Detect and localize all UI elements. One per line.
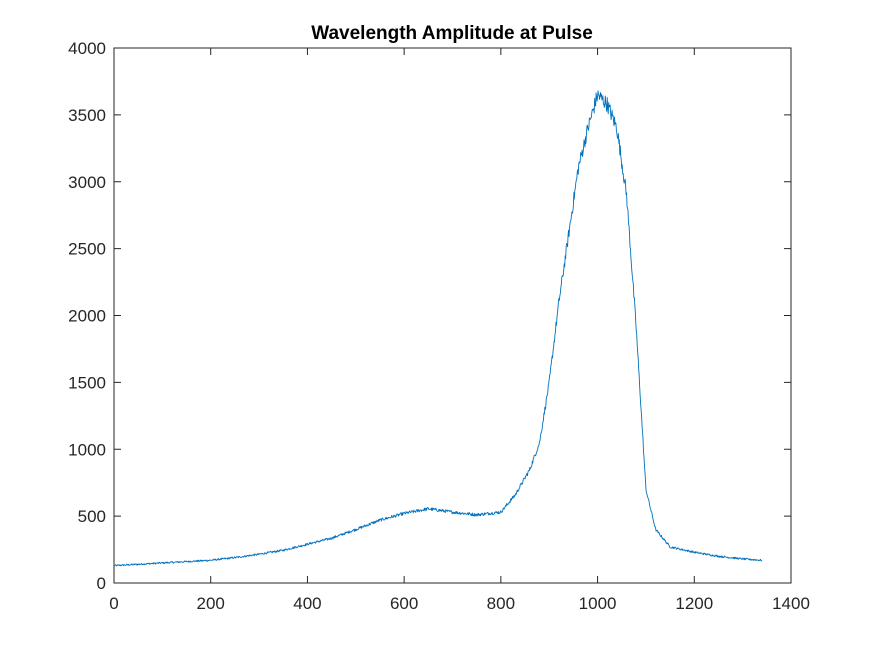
x-tick-label: 1400 — [772, 594, 810, 613]
y-tick-label: 2500 — [68, 240, 106, 259]
y-tick-label: 500 — [78, 507, 106, 526]
y-tick-label: 0 — [97, 574, 106, 593]
y-tick-label: 1000 — [68, 440, 106, 459]
chart-title: Wavelength Amplitude at Pulse — [311, 23, 593, 44]
axes-box — [113, 47, 792, 584]
x-tick-label: 1200 — [675, 594, 713, 613]
y-tick-label: 3500 — [68, 106, 106, 125]
y-tick-label: 4000 — [68, 39, 106, 58]
y-tick-label: 2000 — [68, 307, 106, 326]
x-tick-label: 800 — [487, 594, 515, 613]
plot-area: 0 200 400 600 800 1000 1200 1400 0 500 1000 1500 200… — [68, 39, 810, 613]
y-tick-label: 1500 — [68, 373, 106, 392]
series-line — [113, 90, 763, 567]
x-tick-label: 1000 — [579, 594, 617, 613]
y-tick-label: 3000 — [68, 173, 106, 192]
x-tick-label: 200 — [197, 594, 225, 613]
x-tick-label: 400 — [293, 594, 321, 613]
x-tick-label: 0 — [109, 594, 118, 613]
x-tick-label: 600 — [390, 594, 418, 613]
